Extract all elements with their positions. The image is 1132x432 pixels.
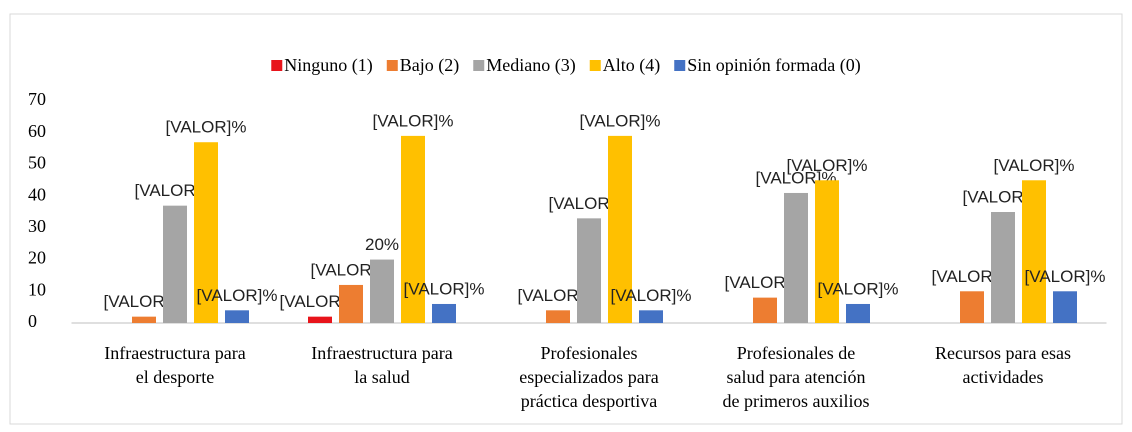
bar (401, 135, 425, 323)
bar (163, 205, 187, 323)
y-tick-label: 50 (28, 153, 46, 173)
y-tick-label: 70 (28, 89, 46, 109)
y-tick-label: 30 (28, 216, 46, 236)
bar (1022, 180, 1046, 323)
bar (991, 212, 1015, 323)
legend-label: Alto (4) (603, 55, 661, 76)
bar (194, 142, 218, 323)
y-tick-label: 60 (28, 121, 46, 141)
data-label: [VALOR]% (611, 286, 692, 305)
bar (546, 310, 570, 323)
bar (846, 303, 870, 323)
legend-label: Sin opinión formada (0) (687, 55, 860, 76)
x-tick-label: Profesionales de salud para atención de pr… (723, 343, 870, 411)
bar (1053, 291, 1077, 323)
data-label: [VALOR]% (404, 279, 485, 298)
bar (815, 180, 839, 323)
legend-label: Ninguno (1) (284, 55, 373, 76)
legend-swatch (674, 60, 686, 71)
data-label: [VALOR]% (787, 156, 868, 175)
legend-label: Bajo (2) (400, 55, 459, 76)
x-tick-label: Infraestructura para la salud (311, 343, 452, 387)
bar (308, 316, 332, 323)
data-label: [VALOR]% (580, 111, 661, 130)
bar (577, 218, 601, 323)
legend-label: Mediano (3) (486, 55, 575, 76)
data-label: [VALOR]% (166, 118, 247, 137)
bar (753, 297, 777, 323)
x-tick-label: Recursos para esas actividades (935, 343, 1071, 387)
bar (960, 291, 984, 323)
legend: Ninguno (1) Bajo (2) Mediano (3) Alto (4) Si… (271, 55, 861, 76)
bar (225, 310, 249, 323)
x-tick-label: Infraestructura para el desporte (104, 343, 245, 387)
bar (639, 310, 663, 323)
data-label: [VALOR]% (818, 279, 899, 298)
legend-swatch (473, 60, 485, 71)
y-tick-label: 20 (28, 248, 46, 268)
data-label: 20% (365, 235, 399, 254)
data-label: [VALOR]% (1025, 267, 1106, 286)
bar (784, 192, 808, 323)
y-tick-label: 40 (28, 184, 46, 204)
bar (339, 284, 363, 323)
bar (132, 316, 156, 323)
legend-swatch (386, 60, 398, 71)
legend-swatch (589, 60, 601, 71)
bar (432, 303, 456, 323)
x-tick-label: Profesionales especializados para práctica… (519, 343, 658, 411)
legend-swatch (271, 60, 283, 71)
y-tick-label: 10 (28, 279, 46, 299)
data-label: [VALOR]% (373, 111, 454, 130)
data-label: [VALOR]% (197, 286, 278, 305)
bar (608, 135, 632, 323)
bar (370, 259, 394, 323)
data-label: [VALOR]% (994, 156, 1075, 175)
y-tick-label: 0 (28, 311, 37, 331)
